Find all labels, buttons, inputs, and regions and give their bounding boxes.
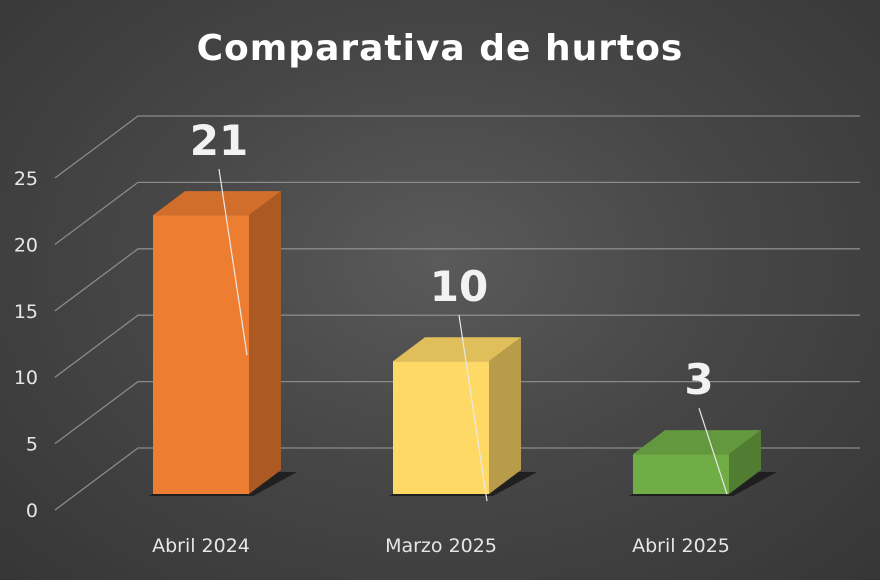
y-tick-label: 10 — [14, 367, 38, 389]
bar-side — [729, 430, 761, 494]
gridline — [54, 380, 860, 445]
y-tick-label: 0 — [26, 500, 38, 522]
bar-top — [633, 430, 761, 455]
bar-side — [249, 191, 281, 494]
x-tick-label: Abril 2024 — [152, 535, 250, 557]
bars: 21 10 3 — [149, 116, 777, 502]
bar-top — [153, 191, 281, 216]
data-label-leader — [218, 169, 248, 356]
bar — [149, 191, 297, 496]
bar-front — [393, 361, 489, 494]
x-axis-labels: Abril 2024 Marzo 2025 Abril 2025 — [152, 535, 730, 557]
data-label: 21 — [190, 116, 248, 165]
data-label: 3 — [684, 355, 713, 404]
gridlines — [54, 115, 860, 511]
data-label-leader — [458, 315, 488, 502]
bar-front — [633, 454, 729, 494]
data-label-leader — [698, 407, 728, 495]
gridline — [54, 115, 860, 179]
gridline — [54, 248, 860, 312]
x-tick-label: Marzo 2025 — [385, 535, 497, 557]
bar-top — [393, 337, 521, 362]
data-label: 10 — [430, 262, 488, 311]
y-tick-label: 20 — [14, 234, 38, 256]
bar — [629, 430, 777, 496]
y-tick-label: 5 — [26, 434, 38, 456]
y-axis-ticks: 0 5 10 15 20 25 — [14, 168, 38, 522]
y-tick-label: 25 — [14, 168, 38, 190]
bar-side — [489, 337, 521, 494]
y-tick-label: 15 — [14, 301, 38, 323]
gridline — [54, 181, 860, 245]
bar — [389, 337, 537, 496]
x-tick-label: Abril 2025 — [632, 535, 730, 557]
bar-front — [153, 215, 249, 494]
gridline — [54, 314, 860, 378]
chart-title: Comparativa de hurtos — [197, 28, 684, 69]
gridline — [54, 447, 860, 511]
